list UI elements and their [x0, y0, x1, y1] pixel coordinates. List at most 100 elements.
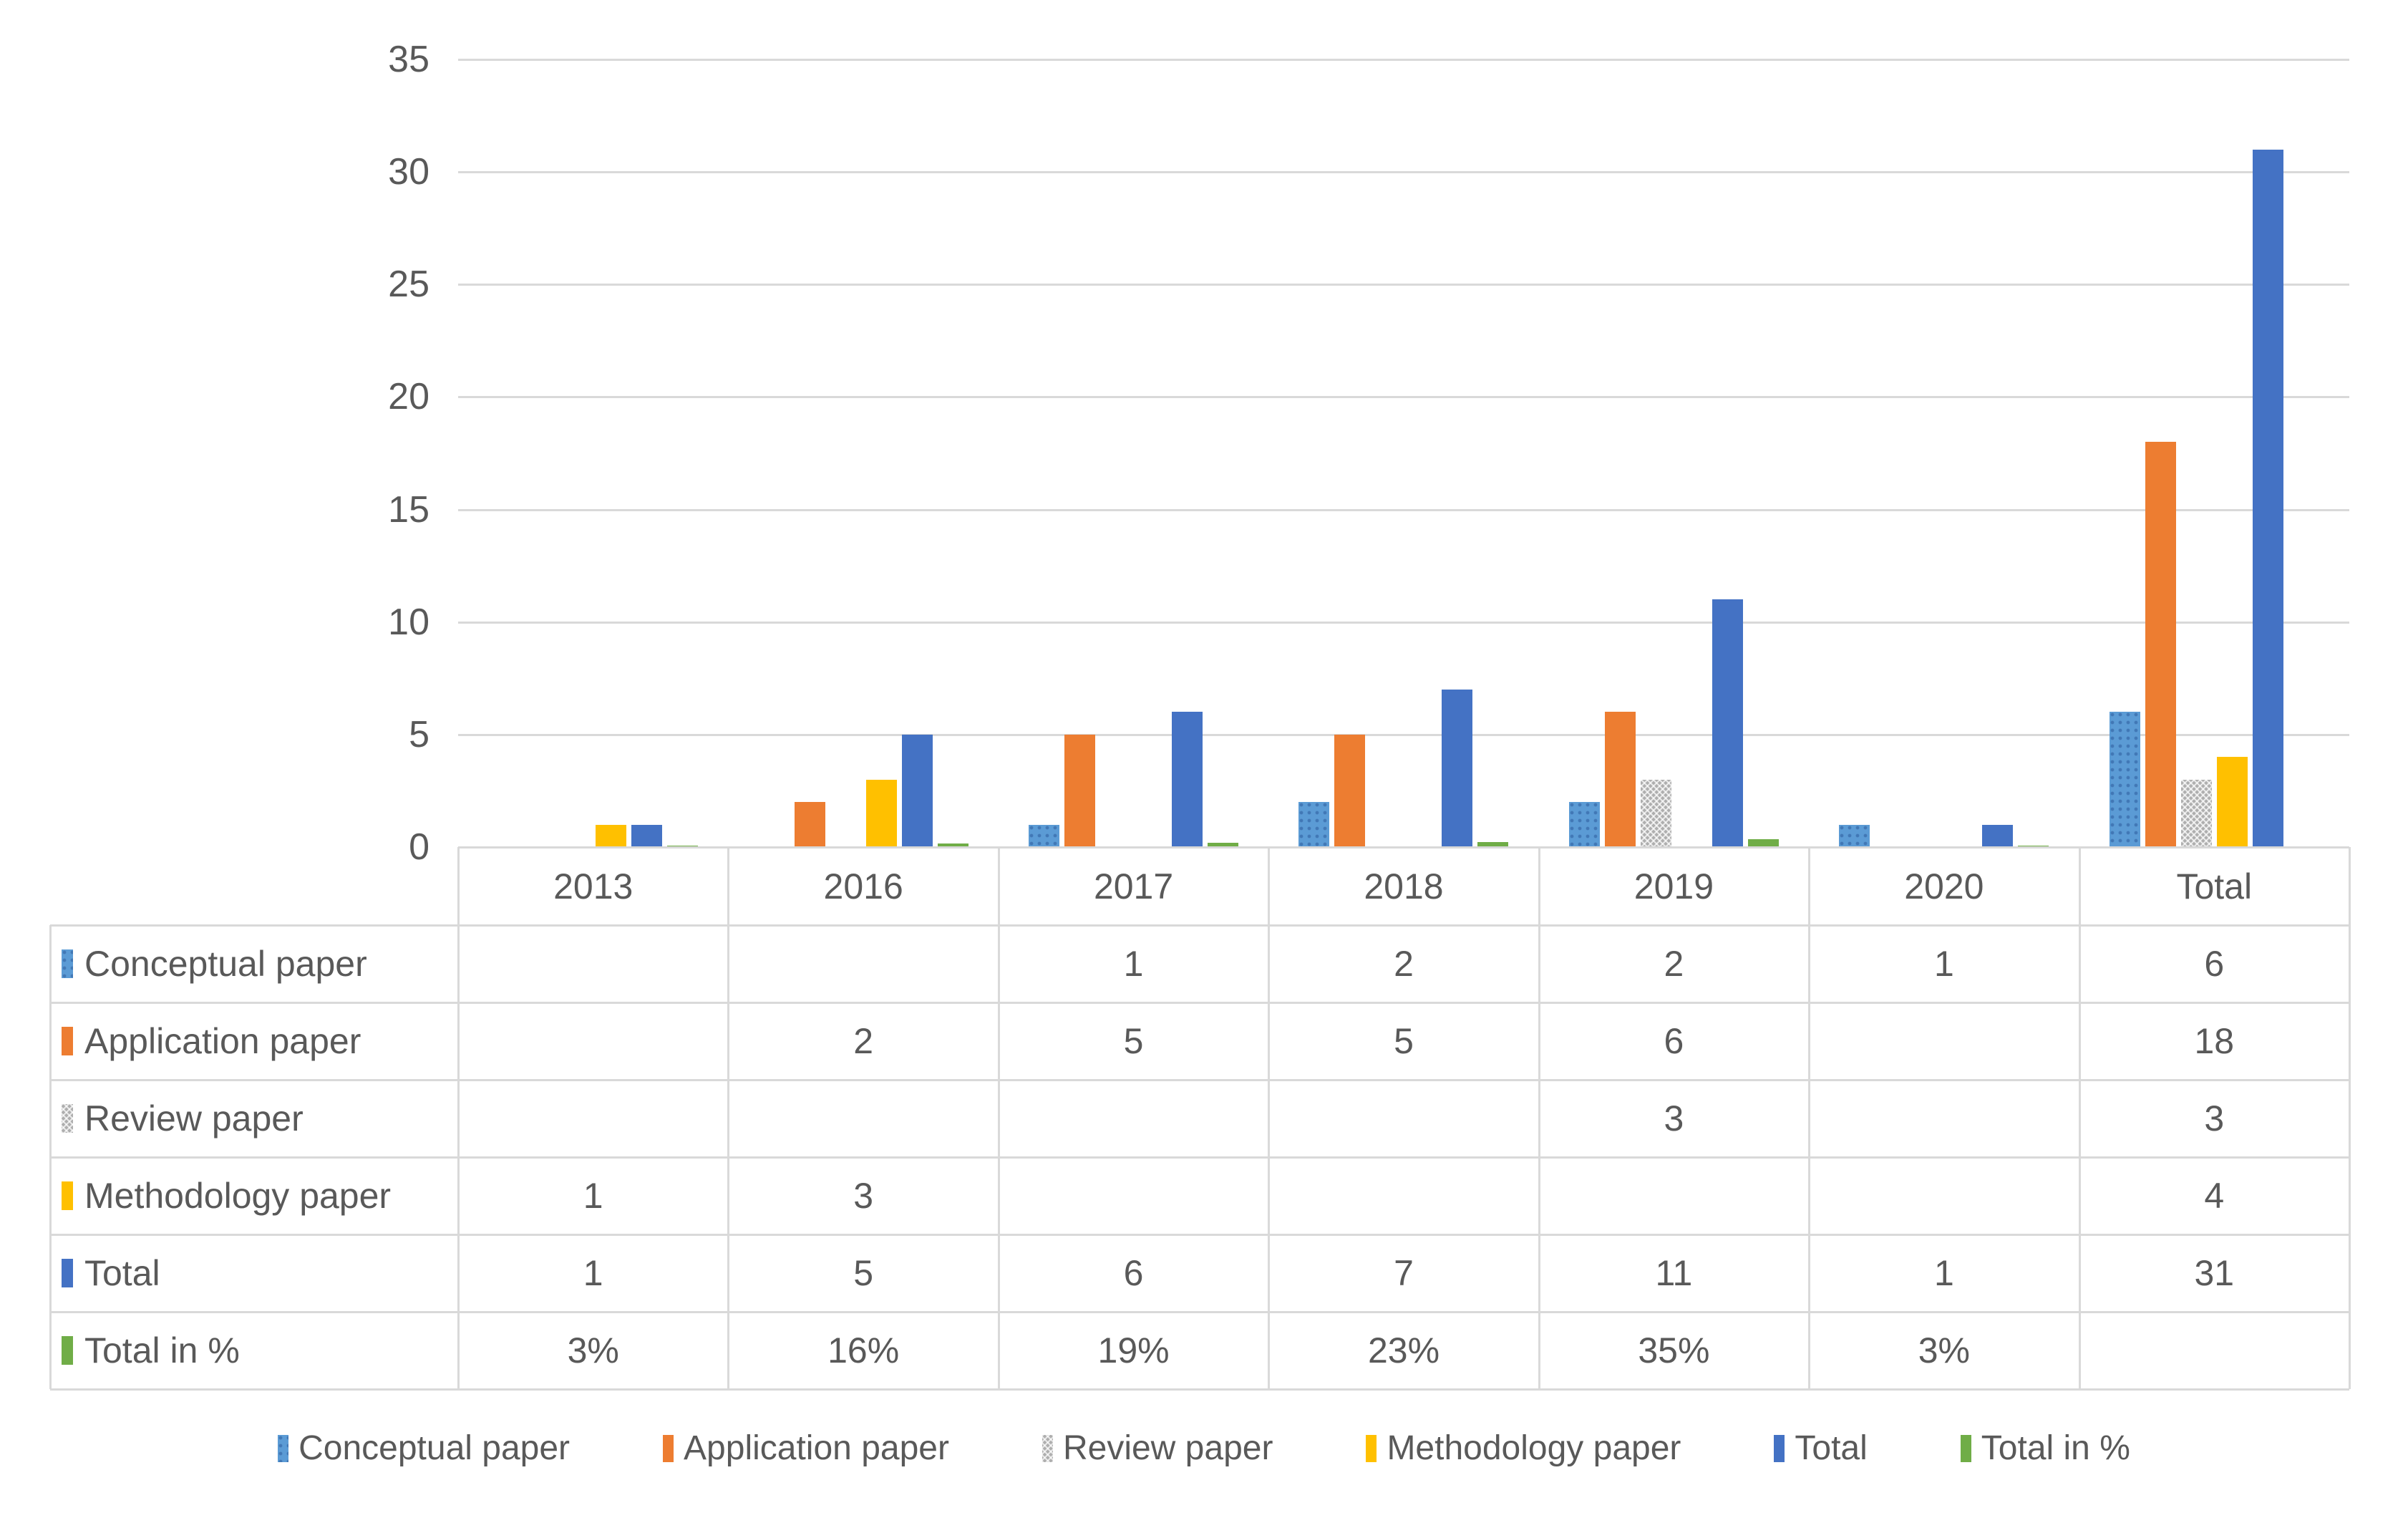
- table-cell-total-in-2016: 16%: [827, 1330, 900, 1370]
- bar-total-total: [2252, 150, 2283, 847]
- gridline-y-10: [458, 621, 2349, 624]
- bar-application-paper-2017: [1064, 735, 1096, 847]
- bar-conceptual-paper-2019: [1568, 802, 1600, 847]
- table-cell-review-paper-2016: [728, 1080, 998, 1157]
- table-column-border: [997, 847, 1000, 1389]
- bar-group-2016: [728, 59, 998, 847]
- table-cell-total-in-total: [2079, 1312, 2349, 1389]
- bar-group-total: [2079, 59, 2349, 847]
- table-header-cell-2013: 2013: [553, 866, 633, 907]
- legend-item-review-paper: Review paper: [1042, 1428, 1273, 1468]
- table-row-label-text: Total in %: [84, 1330, 240, 1370]
- bar-application-paper-2016: [794, 802, 825, 847]
- bar-review-paper-2019: [1640, 780, 1671, 847]
- table-cell-review-paper-2018: [1268, 1080, 1538, 1157]
- table-row-border: [50, 1311, 2349, 1313]
- table-cell-total-in-2017: 19%: [1097, 1330, 1170, 1370]
- table-cell-total-2020: 1: [1933, 1253, 1954, 1293]
- series-key-methodology-paper: [62, 1181, 73, 1210]
- y-axis-tick-label: 25: [388, 264, 429, 306]
- bar-methodology-paper-total: [2216, 757, 2248, 847]
- legend-item-label: Review paper: [1062, 1429, 1273, 1467]
- table-cell-total-in-2019: 35%: [1638, 1330, 1710, 1370]
- series-key-conceptual-paper: [62, 949, 73, 978]
- legend-key-methodology-paper: [1366, 1434, 1377, 1462]
- table-row-border: [50, 1156, 2349, 1159]
- legend-item-label: Total: [1795, 1429, 1868, 1467]
- bar-total-2013: [631, 825, 663, 847]
- bar-group-2018: [1268, 59, 1538, 847]
- legend-item-label: Conceptual paper: [298, 1429, 571, 1467]
- table-row-border: [50, 1388, 2349, 1391]
- bar-review-paper-total: [2180, 780, 2212, 847]
- bar-total-2020: [1982, 825, 2014, 847]
- table-cell-review-paper-total: 3: [2204, 1098, 2225, 1138]
- bar-group-2013: [458, 59, 728, 847]
- table-cell-application-paper-2019: 6: [1664, 1021, 1684, 1061]
- table-cell-application-paper-2016: 2: [853, 1021, 874, 1061]
- legend-key-review-paper: [1042, 1434, 1053, 1462]
- bar-group-2019: [1539, 59, 1809, 847]
- legend-item-total: Total: [1774, 1428, 1868, 1468]
- bar-application-paper-total: [2145, 442, 2176, 847]
- table-cell-review-paper-2013: [458, 1080, 728, 1157]
- bar-methodology-paper-2016: [865, 780, 897, 847]
- y-axis-tick-label: 15: [388, 488, 429, 531]
- table-cell-methodology-paper-total: 4: [2204, 1176, 2225, 1216]
- y-axis-tick-label: 10: [388, 601, 429, 643]
- table-row-border: [50, 1002, 2349, 1004]
- table-cell-conceptual-paper-total: 6: [2204, 944, 2225, 984]
- bar-methodology-paper-2013: [596, 825, 627, 847]
- series-key-total: [62, 1259, 73, 1287]
- y-axis-tick-label: 35: [388, 39, 429, 80]
- table-column-border: [2078, 847, 2081, 1389]
- table-cell-conceptual-paper-2016: [728, 925, 998, 1002]
- bar-conceptual-paper-2017: [1029, 825, 1060, 847]
- bar-total-2018: [1442, 690, 1473, 847]
- bar-conceptual-paper-total: [2109, 712, 2140, 847]
- gridline-y-30: [458, 171, 2349, 174]
- table-cell-methodology-paper-2020: [1809, 1157, 2079, 1234]
- legend-key-application-paper: [663, 1434, 674, 1462]
- table-cell-total-2013: 1: [583, 1253, 603, 1293]
- table-cell-methodology-paper-2018: [1268, 1157, 1538, 1234]
- table-column-border: [727, 847, 730, 1389]
- bar-total-in-2016: [937, 843, 968, 847]
- table-row-label-text: Methodology paper: [84, 1176, 392, 1216]
- chart-legend: Conceptual paper Application paper Review …: [0, 1428, 2408, 1468]
- table-cell-total-2018: 7: [1394, 1253, 1414, 1293]
- table-cell-methodology-paper-2013: 1: [583, 1176, 603, 1216]
- legend-item-label: Methodology paper: [1387, 1429, 1681, 1467]
- table-cell-review-paper-2020: [1809, 1080, 2079, 1157]
- table-cell-methodology-paper-2019: [1539, 1157, 1809, 1234]
- table-row-label-total: Total: [50, 1234, 458, 1312]
- table-row-label-review-paper: Review paper: [50, 1080, 458, 1157]
- table-column-border: [1538, 847, 1540, 1389]
- table-row-label-text: Total: [84, 1253, 160, 1293]
- bar-application-paper-2018: [1334, 735, 1366, 847]
- table-cell-application-paper-2017: 5: [1123, 1021, 1144, 1061]
- legend-item-methodology-paper: Methodology paper: [1366, 1428, 1681, 1468]
- table-row-label-application-paper: Application paper: [50, 1002, 458, 1080]
- bar-total-in-2017: [1208, 843, 1239, 847]
- table-cell-review-paper-2017: [999, 1080, 1268, 1157]
- table-cell-conceptual-paper-2017: 1: [1123, 944, 1144, 984]
- bar-conceptual-paper-2018: [1298, 802, 1330, 847]
- table-cell-total-2019: 11: [1655, 1253, 1693, 1293]
- table-row-label-text: Review paper: [84, 1098, 304, 1138]
- table-border-top: [458, 846, 2349, 849]
- table-header-cell-2019: 2019: [1633, 866, 1714, 907]
- table-border-left: [49, 925, 52, 1389]
- bar-conceptual-paper-2020: [1839, 825, 1870, 847]
- table-cell-total-in-2020: 3%: [1918, 1330, 1970, 1370]
- table-row-label-conceptual-paper: Conceptual paper: [50, 925, 458, 1002]
- legend-item-label: Application paper: [684, 1429, 949, 1467]
- y-axis-tick-label: 0: [409, 826, 429, 868]
- gridline-y-15: [458, 508, 2349, 511]
- bar-total-2017: [1172, 712, 1203, 847]
- table-row-border: [50, 1079, 2349, 1081]
- table-row-label-total-in: Total in %: [50, 1312, 458, 1389]
- table-row-border: [50, 924, 2349, 927]
- table-cell-total-in-2013: 3%: [567, 1330, 619, 1370]
- series-key-application-paper: [62, 1027, 73, 1055]
